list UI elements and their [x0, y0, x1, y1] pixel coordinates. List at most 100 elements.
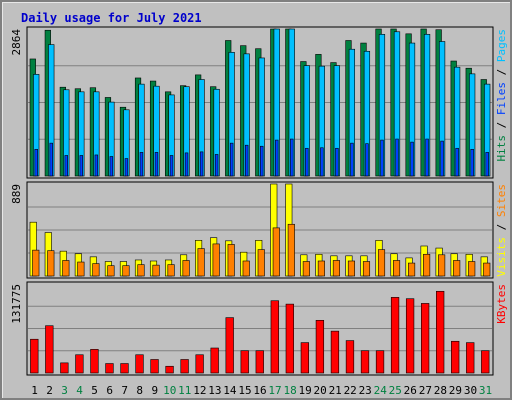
bar-sites-day-9 [152, 264, 160, 277]
chart-title: Daily usage for July 2021 [21, 11, 202, 25]
bar-kbytes-day-19 [300, 342, 310, 374]
bar-sites-day-6 [107, 265, 115, 277]
bar-kbytes-day-23 [360, 350, 370, 374]
bar-sites-day-18 [287, 223, 295, 277]
legend-entry: / [495, 62, 508, 82]
bar-pages-day-17 [275, 139, 279, 177]
bar-kbytes-day-21 [330, 330, 340, 374]
day-label-8: 8 [136, 384, 143, 397]
bar-sites-day-2 [47, 250, 55, 277]
day-label-18: 18 [283, 384, 296, 397]
day-label-30: 30 [464, 384, 477, 397]
y-max-label: 889 [10, 184, 23, 204]
legend-entry: Pages [495, 29, 508, 62]
legend-entry: / [495, 217, 508, 237]
bar-sites-day-30 [468, 261, 476, 277]
bar-kbytes-day-5 [90, 349, 99, 374]
y-max-label: 2864 [10, 29, 23, 56]
day-label-23: 23 [359, 384, 372, 397]
bar-sites-day-4 [77, 261, 85, 277]
bar-sites-day-29 [453, 260, 461, 277]
bar-pages-day-30 [470, 149, 474, 177]
bar-pages-day-14 [229, 142, 234, 177]
day-label-26: 26 [404, 384, 417, 397]
bar-kbytes-day-30 [466, 342, 475, 374]
day-label-1: 1 [31, 384, 38, 397]
bar-pages-day-16 [260, 145, 264, 177]
bar-sites-day-20 [317, 260, 325, 277]
day-label-28: 28 [434, 384, 447, 397]
legend-entry: KBytes [495, 284, 508, 324]
bar-pages-day-10 [169, 155, 174, 177]
bar-kbytes-day-22 [345, 340, 355, 374]
legend-entry: Hits [495, 135, 508, 162]
bar-sites-day-11 [182, 260, 190, 277]
day-label-4: 4 [76, 384, 83, 397]
day-label-10: 10 [163, 384, 176, 397]
bar-pages-day-15 [244, 144, 249, 177]
bar-pages-day-25 [395, 138, 399, 177]
bar-sites-day-27 [423, 253, 431, 277]
day-label-11: 11 [178, 384, 191, 397]
bar-pages-day-7 [124, 158, 129, 177]
day-label-25: 25 [389, 384, 402, 397]
legend-entry: Files [495, 82, 508, 115]
bar-pages-day-6 [109, 156, 114, 177]
bar-pages-day-4 [79, 155, 84, 177]
bar-pages-day-28 [440, 140, 444, 177]
bar-kbytes-day-28 [436, 290, 445, 374]
panel-hits-files-pages: 2864 Hits / Files / Pages [10, 26, 508, 179]
day-label-2: 2 [46, 384, 53, 397]
bar-kbytes-day-3 [60, 362, 69, 374]
day-label-13: 13 [208, 384, 221, 397]
bar-kbytes-day-1 [30, 338, 39, 374]
bar-sites-day-5 [92, 263, 100, 277]
legend-kbytes: KBytes [495, 284, 508, 324]
bar-kbytes-day-7 [120, 363, 129, 374]
bar-sites-day-26 [408, 262, 416, 277]
bar-pages-day-3 [64, 155, 69, 177]
bar-kbytes-day-9 [150, 359, 159, 374]
bar-pages-day-1 [34, 149, 38, 177]
bar-pages-day-23 [365, 143, 369, 177]
day-label-15: 15 [238, 384, 251, 397]
day-label-20: 20 [313, 384, 326, 397]
bar-kbytes-day-17 [270, 300, 279, 374]
bar-kbytes-day-4 [75, 354, 84, 374]
day-label-14: 14 [223, 384, 237, 397]
legend-entry: Visits [495, 237, 508, 277]
bar-sites-day-31 [483, 262, 491, 277]
bar-sites-day-25 [392, 260, 401, 277]
bar-sites-day-1 [32, 249, 40, 277]
day-label-16: 16 [253, 384, 266, 397]
bar-sites-day-12 [197, 248, 205, 277]
bar-pages-day-31 [485, 152, 489, 177]
bar-pages-day-9 [154, 152, 159, 177]
bar-pages-day-2 [49, 142, 53, 177]
bar-sites-day-3 [62, 260, 70, 277]
bar-sites-day-8 [137, 264, 145, 277]
bar-pages-day-18 [290, 138, 294, 177]
bar-kbytes-day-26 [405, 298, 415, 374]
day-label-5: 5 [91, 384, 98, 397]
bar-kbytes-day-8 [135, 354, 144, 374]
bar-sites-day-21 [332, 260, 340, 277]
day-label-9: 9 [151, 384, 158, 397]
bar-kbytes-day-2 [45, 325, 54, 374]
day-axis-labels: 1 2 3 4 5 6 7 8 9 10 11 12 13 14 15 16 17 18 19 20 21 22 23 24 2… [31, 384, 492, 397]
panel-visits-sites: 889 Visits / Sites [10, 181, 508, 279]
day-label-29: 29 [449, 384, 462, 397]
day-label-12: 12 [193, 384, 206, 397]
legend-entry: / [495, 115, 508, 135]
bar-pages-day-24 [380, 139, 384, 177]
day-label-27: 27 [419, 384, 432, 397]
bar-kbytes-day-15 [240, 350, 249, 374]
bar-pages-day-11 [184, 152, 189, 177]
bar-kbytes-day-10 [165, 365, 174, 374]
bar-sites-day-24 [377, 249, 386, 277]
bar-sites-day-28 [438, 254, 446, 277]
bar-pages-day-29 [455, 147, 459, 177]
bar-pages-day-22 [350, 142, 354, 177]
